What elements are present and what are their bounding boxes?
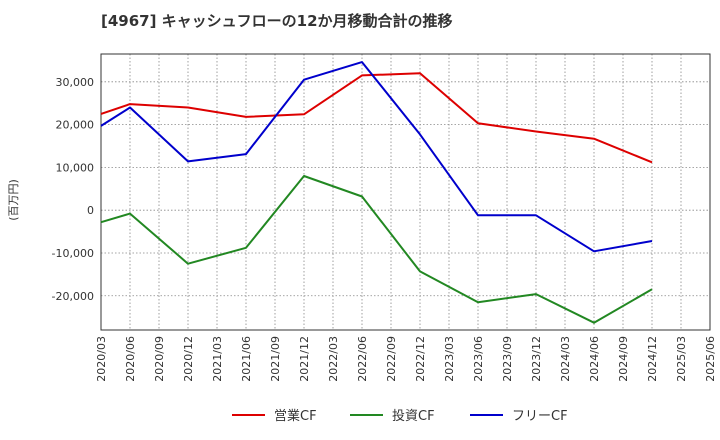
x-tick-label: 2022/03 (327, 336, 340, 382)
x-tick-label: 2020/06 (124, 336, 137, 382)
legend-label: 投資CF (392, 408, 435, 424)
legend: 営業CF 投資CF フリーCF (232, 408, 568, 424)
legend-label: 営業CF (274, 408, 317, 424)
x-tick-label: 2021/09 (269, 336, 282, 382)
legend-label: フリーCF (512, 409, 568, 424)
x-tick-label: 2021/12 (298, 336, 311, 382)
grid (101, 54, 710, 330)
x-tick-label: 2022/12 (414, 336, 427, 382)
y-tick-label: 0 (87, 204, 94, 217)
chart-title: [4967] キャッシュフローの12か月移動合計の推移 (101, 12, 453, 30)
y-tick-label: -20,000 (52, 290, 94, 303)
plot-area (100, 53, 711, 331)
series-line (100, 175, 653, 324)
x-tick-label: 2023/06 (472, 336, 485, 382)
x-tick-label: 2020/03 (95, 336, 108, 382)
x-tick-label: 2021/03 (211, 336, 224, 382)
series-line (100, 72, 653, 164)
x-tick-label: 2020/12 (182, 336, 195, 382)
y-tick-label: 10,000 (56, 161, 95, 174)
series-line (100, 61, 653, 253)
x-tick-label: 2023/12 (530, 336, 543, 382)
x-tick-label: 2024/12 (646, 336, 659, 382)
x-tick-label: 2022/06 (356, 336, 369, 382)
x-tick-label: 2023/03 (443, 336, 456, 382)
series-lines (100, 61, 653, 324)
y-axis: -20,000 -10,000 0 10,000 20,000 30,000 (52, 76, 94, 303)
x-tick-label: 2022/09 (385, 336, 398, 382)
x-tick-label: 2020/09 (153, 336, 166, 382)
x-axis: 2020/03 2020/06 2020/09 2020/12 2021/03 2021/… (95, 336, 717, 382)
x-tick-label: 2023/09 (501, 336, 514, 382)
x-tick-label: 2024/09 (617, 336, 630, 382)
y-axis-label: (百万円) (7, 179, 20, 221)
x-tick-label: 2024/03 (559, 336, 572, 382)
y-tick-label: -10,000 (52, 247, 94, 260)
y-tick-label: 30,000 (56, 76, 95, 89)
x-tick-label: 2025/03 (675, 336, 688, 382)
x-tick-label: 2024/06 (588, 336, 601, 382)
y-tick-label: 20,000 (56, 119, 95, 132)
x-tick-label: 2025/06 (704, 336, 717, 382)
x-tick-label: 2021/06 (240, 336, 253, 382)
